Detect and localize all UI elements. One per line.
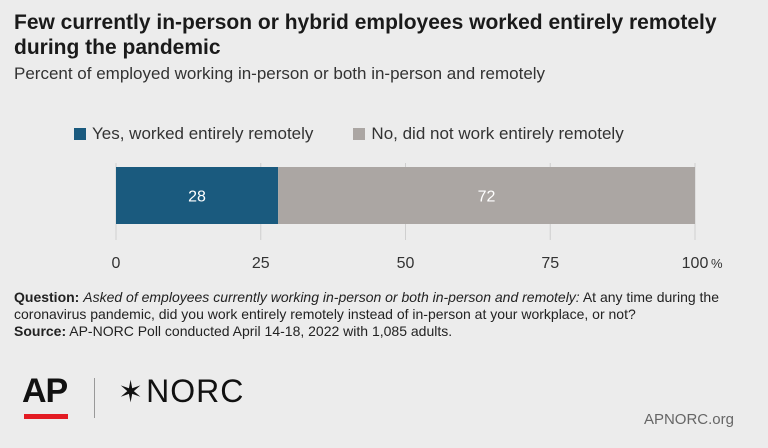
norc-logo-text: NORC — [146, 373, 245, 409]
question-italic: Asked of employees currently working in-… — [83, 289, 580, 305]
logo-divider — [94, 378, 95, 418]
axis-unit-label: % — [711, 256, 723, 271]
tick-label-0: 0 — [112, 255, 121, 272]
tick-label-4: 100 — [682, 255, 709, 272]
bar-segment-0 — [116, 167, 279, 224]
tick-label-2: 50 — [397, 255, 415, 272]
legend-item-no: No, did not work entirely remotely — [353, 124, 624, 144]
legend-swatch-no — [353, 128, 366, 140]
legend: Yes, worked entirely remotely No, did no… — [74, 124, 664, 144]
legend-item-yes: Yes, worked entirely remotely — [74, 124, 313, 144]
source-label: Source: — [14, 323, 67, 339]
question-text: At any time during the coronavirus pande… — [14, 289, 720, 322]
tick-label-1: 25 — [252, 255, 270, 272]
ap-logo: AP — [22, 372, 68, 410]
source-text: AP-NORC Poll conducted April 14-18, 2022… — [66, 323, 453, 339]
ap-logo-bar — [24, 414, 68, 419]
stacked-bar-chart: 28 72 0 25 50 75 100% — [112, 163, 723, 272]
tick-label-3: 75 — [541, 255, 559, 272]
chart-title: Few currently in-person or hybrid employ… — [14, 11, 717, 59]
legend-label-yes: Yes, worked entirely remotely — [92, 124, 314, 143]
norc-star-icon: ✶ — [118, 376, 145, 409]
norc-logo: ✶NORC — [118, 373, 244, 410]
legend-swatch-yes — [74, 128, 86, 140]
bar-segment-1 — [278, 167, 695, 224]
bar-label-0: 28 — [188, 189, 206, 206]
chart-note: Question: Asked of employees currently w… — [14, 289, 758, 340]
question-label: Question: — [14, 289, 80, 305]
website-link[interactable]: APNORC.org — [643, 411, 734, 428]
bar-label-1: 72 — [478, 189, 496, 206]
legend-label-no: No, did not work entirely remotely — [371, 124, 624, 143]
chart-subtitle: Percent of employed working in-person or… — [14, 64, 546, 83]
